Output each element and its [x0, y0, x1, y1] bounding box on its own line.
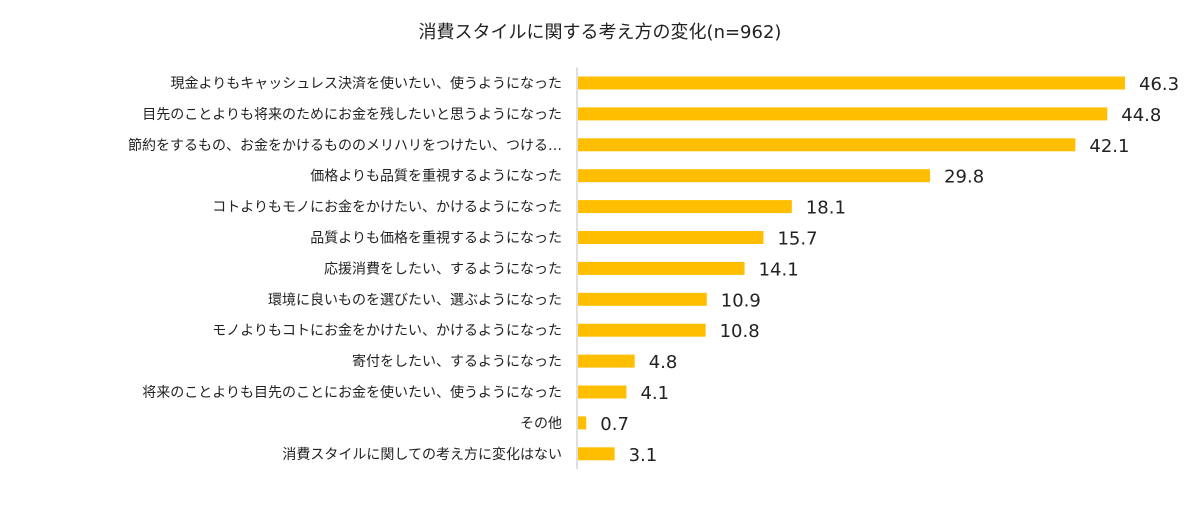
value-label: 10.8	[720, 321, 760, 342]
bar	[578, 261, 745, 275]
category-label: 消費スタイルに関しての考え方に変化はない	[282, 446, 562, 463]
category-label: 応援消費をしたい、するようになった	[324, 261, 562, 277]
bar	[578, 385, 627, 399]
category-label: 目先のことよりも将来のためにお金を残したいと思うようになった	[142, 107, 562, 123]
value-label: 3.1	[629, 445, 658, 466]
value-label: 44.8	[1121, 105, 1161, 126]
bar-layer	[578, 76, 1125, 461]
label-layer: 現金よりもキャッシュレス決済を使いたい、使うようになった 46.3 目先のことよりも…	[128, 74, 1179, 466]
bar	[578, 416, 587, 430]
bar	[578, 200, 792, 214]
bar	[578, 292, 707, 306]
value-label: 18.1	[806, 198, 846, 219]
value-label: 29.8	[944, 167, 984, 188]
value-label: 4.1	[640, 383, 669, 404]
category-label: 現金よりもキャッシュレス決済を使いたい、使うようになった	[171, 75, 562, 92]
value-label: 15.7	[777, 229, 817, 250]
bar	[578, 138, 1076, 152]
bar	[578, 169, 931, 183]
category-label: 寄付をしたい、するようになった	[352, 353, 562, 370]
bar	[578, 231, 764, 244]
bar	[578, 354, 635, 368]
bar	[578, 76, 1125, 90]
bar	[578, 447, 615, 461]
value-label: 14.1	[759, 259, 799, 280]
category-label: モノよりもコトにお金をかけたい、かけるようになった	[212, 323, 562, 339]
value-label: 0.7	[600, 414, 629, 435]
value-label: 46.3	[1139, 74, 1179, 95]
value-label: 4.8	[649, 352, 678, 373]
category-label: 節約をするもの、お金をかけるもののメリハリをつけたい、つける…	[128, 137, 562, 154]
bar	[578, 107, 1108, 121]
value-label: 42.1	[1089, 136, 1129, 157]
category-label: 品質よりも価格を重視するようになった	[310, 231, 562, 247]
chart-title: 消費スタイルに関する考え方の変化(n=962)	[419, 22, 782, 43]
category-label: 価格よりも品質を重視するようになった	[310, 169, 562, 185]
category-label: 将来のことよりも目先のことにお金を使いたい、使うようになった	[142, 384, 562, 401]
category-label: その他	[520, 416, 562, 432]
bar	[578, 323, 706, 337]
value-label: 10.9	[721, 290, 761, 311]
category-label: コトよりもモノにお金をかけたい、かけるようになった	[212, 200, 562, 216]
category-label: 環境に良いものを選びたい、選ぶようになった	[268, 292, 562, 308]
